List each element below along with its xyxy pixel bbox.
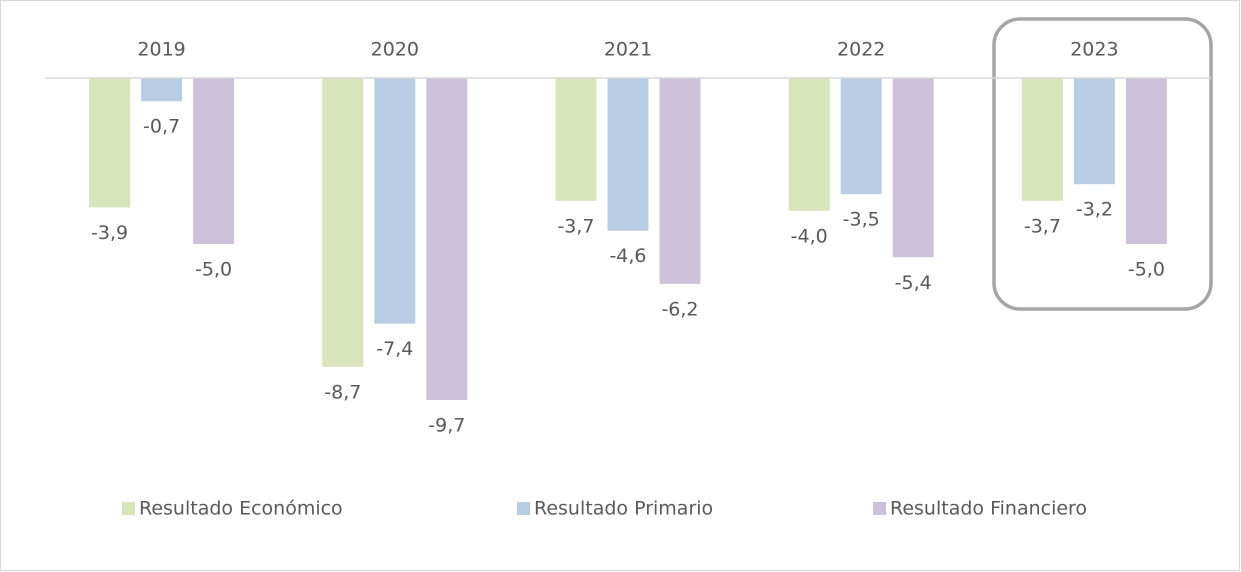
legend-swatch	[873, 502, 886, 515]
data-label: -4,6	[609, 245, 646, 267]
bar	[141, 78, 183, 102]
bar	[607, 78, 649, 231]
bar	[426, 78, 468, 400]
legend-label: Resultado Financiero	[890, 498, 1087, 520]
legend-swatch	[517, 502, 530, 515]
data-label: -3,2	[1076, 199, 1113, 221]
data-label: -5,0	[1128, 258, 1165, 280]
data-label: -3,9	[91, 222, 128, 244]
bar	[788, 78, 830, 211]
bar	[193, 78, 235, 244]
data-label: -9,7	[428, 415, 465, 437]
bar	[1125, 78, 1167, 244]
x-tick-label: 2019	[137, 39, 185, 61]
bar	[89, 78, 131, 208]
data-label: -6,2	[661, 298, 698, 320]
bar	[555, 78, 597, 201]
data-label: -4,0	[791, 225, 828, 247]
data-label: -3,5	[843, 209, 880, 231]
bar	[1073, 78, 1115, 185]
data-label: -5,4	[895, 272, 932, 294]
bar	[892, 78, 934, 258]
highlight-box	[992, 17, 1213, 311]
x-tick-label: 2020	[371, 39, 419, 61]
legend-label: Resultado Primario	[534, 498, 713, 520]
x-tick-label: 2021	[604, 39, 652, 61]
data-label: -0,7	[143, 116, 180, 138]
data-label: -7,4	[376, 338, 413, 360]
bar	[1021, 78, 1063, 201]
bar	[374, 78, 416, 324]
legend-label: Resultado Económico	[139, 498, 343, 520]
data-label: -3,7	[557, 215, 594, 237]
bar	[659, 78, 701, 284]
bar	[322, 78, 364, 367]
data-label: -5,0	[195, 258, 232, 280]
data-label: -8,7	[324, 381, 361, 403]
legend-swatch	[122, 502, 135, 515]
data-label: -3,7	[1024, 215, 1061, 237]
bar	[840, 78, 882, 195]
x-tick-label: 2022	[837, 39, 885, 61]
x-tick-label: 2023	[1070, 39, 1118, 61]
